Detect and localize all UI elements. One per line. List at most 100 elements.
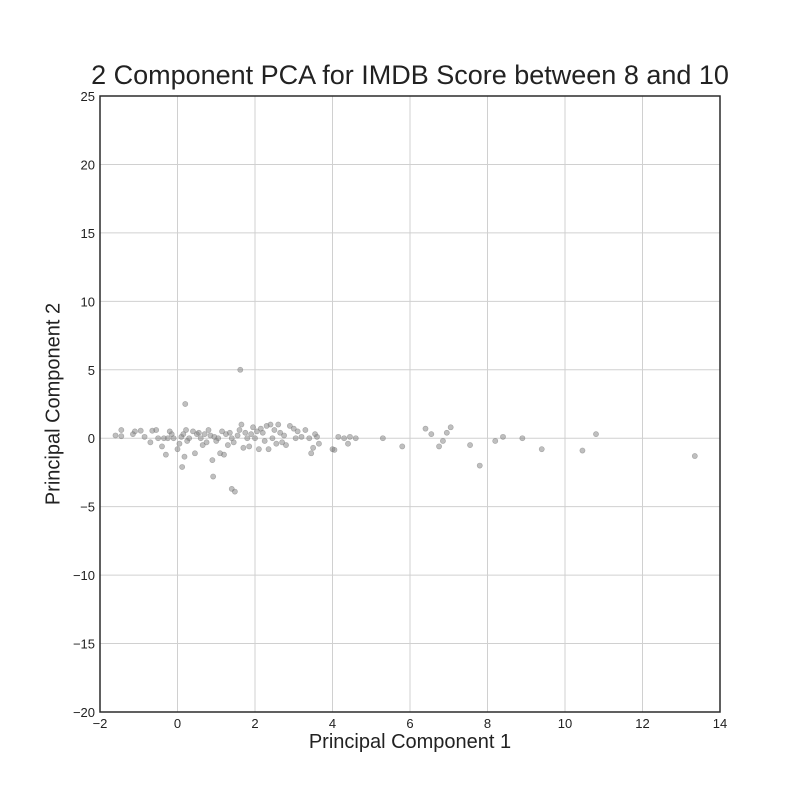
data-point <box>246 443 253 450</box>
data-point <box>476 462 483 469</box>
data-point <box>141 433 148 440</box>
data-point <box>226 429 233 436</box>
data-point <box>267 421 274 428</box>
grid-lines <box>99 95 721 713</box>
data-point <box>292 435 299 442</box>
data-point <box>192 450 198 457</box>
y-tick-label: 15 <box>81 226 95 241</box>
data-point <box>281 432 287 439</box>
data-point <box>230 439 237 446</box>
data-point <box>118 427 125 433</box>
data-point <box>181 453 188 460</box>
data-point <box>197 435 204 442</box>
data-point <box>242 429 249 436</box>
data-point <box>316 440 322 447</box>
data-point <box>170 435 177 442</box>
x-tick-label: 6 <box>406 716 413 731</box>
data-point <box>341 435 348 442</box>
y-tick-label: −5 <box>80 500 95 515</box>
data-point <box>238 421 245 428</box>
y-tick-label: −20 <box>73 705 95 720</box>
data-point <box>147 439 154 446</box>
data-point <box>186 435 193 442</box>
x-tick-label: −2 <box>93 716 108 731</box>
data-point <box>440 438 446 444</box>
y-tick-label: 0 <box>88 431 95 446</box>
data-point <box>306 435 313 442</box>
data-point <box>302 427 309 433</box>
data-point <box>500 433 506 440</box>
data-point <box>422 425 429 432</box>
x-tick-label: 14 <box>713 716 727 731</box>
data-point <box>176 440 183 447</box>
data-point <box>240 444 247 451</box>
y-tick-label: −15 <box>73 637 95 652</box>
data-point <box>215 435 222 442</box>
data-point <box>294 428 301 435</box>
data-point <box>279 439 286 446</box>
data-point <box>399 443 406 450</box>
x-tick-label: 12 <box>635 716 649 731</box>
data-point <box>275 421 282 428</box>
data-point <box>283 442 289 448</box>
data-point <box>210 473 217 480</box>
data-point <box>179 464 186 470</box>
data-point <box>519 435 526 442</box>
x-tick-label: 0 <box>174 716 181 731</box>
data-point <box>219 428 225 435</box>
data-point <box>579 447 586 454</box>
data-point <box>201 431 208 438</box>
y-axis-label: Principal Component 2 <box>42 302 65 506</box>
y-tick-label: 5 <box>88 363 95 378</box>
data-point <box>182 401 189 407</box>
data-point <box>195 429 202 436</box>
data-point <box>467 442 473 448</box>
data-point <box>162 451 169 458</box>
data-point <box>131 428 138 435</box>
plot-frame <box>99 95 721 713</box>
data-point <box>224 442 231 448</box>
data-point <box>691 453 698 459</box>
data-point <box>314 433 320 440</box>
data-point <box>447 424 454 431</box>
data-point <box>203 439 210 446</box>
data-point <box>277 429 284 436</box>
x-tick-label: 8 <box>484 716 491 731</box>
data-point <box>221 451 227 458</box>
y-tick-label: −10 <box>73 568 95 583</box>
data-point <box>190 428 196 435</box>
data-point <box>286 423 293 429</box>
data-point <box>255 446 262 453</box>
data-point <box>209 457 216 464</box>
data-point <box>379 435 386 442</box>
data-point <box>345 440 351 447</box>
data-point <box>164 435 171 442</box>
y-axis-ticks: −20 −15 −10 −5 0 5 10 15 20 25 <box>73 89 95 720</box>
y-tick-label: 20 <box>81 157 95 172</box>
data-point <box>174 446 181 453</box>
y-tick-label: 25 <box>81 89 95 104</box>
data-point <box>428 431 435 438</box>
chart-title: 2 Component PCA for IMDB Score between 8… <box>91 60 729 90</box>
data-point <box>199 442 206 448</box>
data-point <box>118 433 125 440</box>
data-point <box>183 427 189 433</box>
x-tick-label: 2 <box>251 716 258 731</box>
data-point <box>231 488 238 495</box>
data-point <box>180 431 187 438</box>
data-point <box>244 435 251 442</box>
x-tick-label: 10 <box>558 716 572 731</box>
data-point <box>159 443 165 450</box>
data-point <box>252 435 258 442</box>
data-point <box>335 433 342 440</box>
data-point <box>248 431 255 438</box>
data-point <box>273 440 280 447</box>
data-point <box>155 435 162 442</box>
data-point <box>236 427 243 433</box>
y-tick-label: 10 <box>81 294 95 309</box>
data-point <box>153 427 160 433</box>
x-axis-label: Principal Component 1 <box>308 731 512 753</box>
data-point <box>310 444 317 451</box>
data-point <box>250 424 256 431</box>
data-point <box>265 446 272 453</box>
